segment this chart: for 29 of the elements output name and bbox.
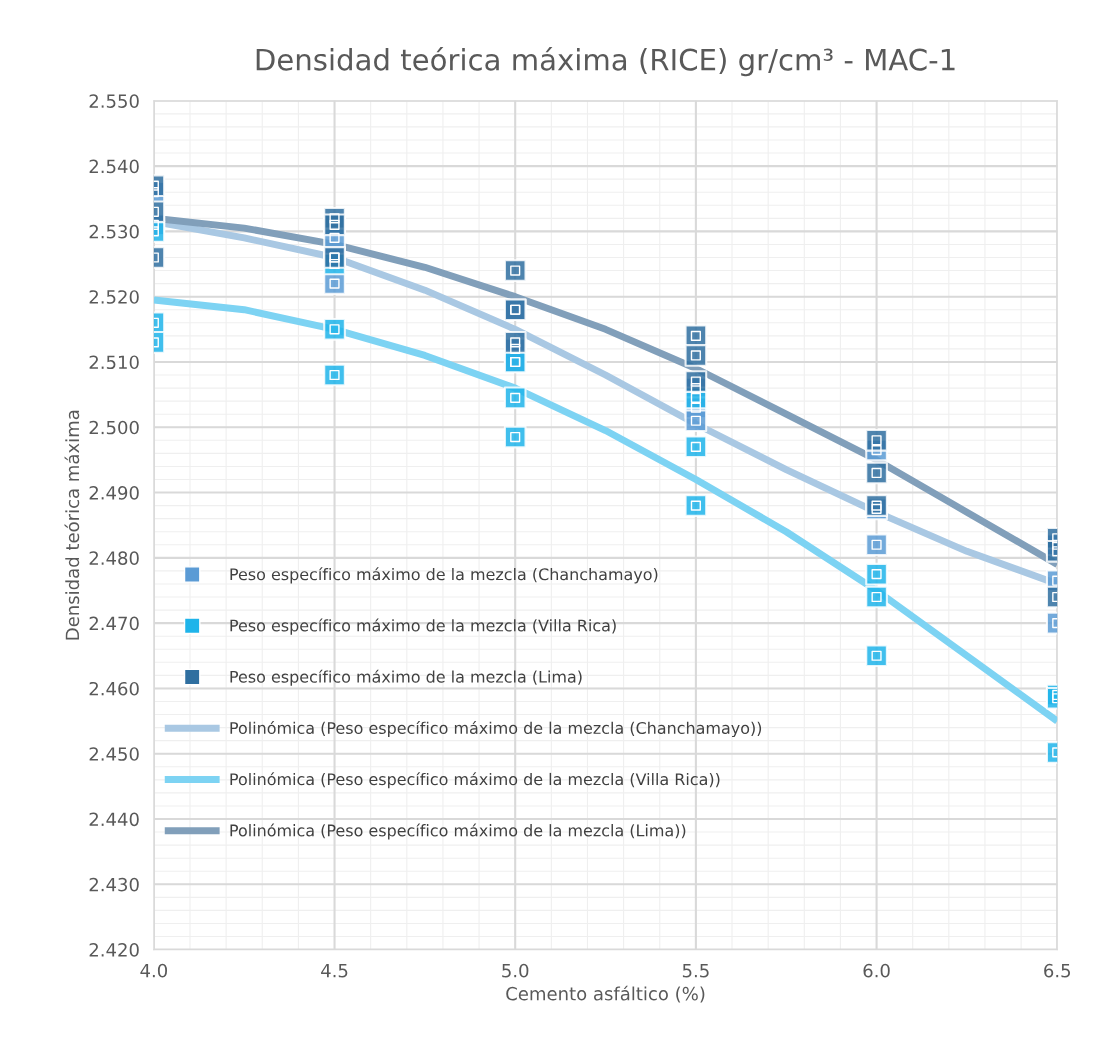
y-tick-label: 2.440 — [89, 812, 139, 827]
x-tick-label: 6.0 — [863, 963, 890, 978]
legend-label: Peso específico máximo de la mezcla (Chanchamayo) — [230, 567, 658, 584]
legend-label: Peso específico máximo de la mezcla (Lima) — [230, 669, 582, 686]
y-tick-label: 2.540 — [89, 159, 139, 174]
legend-label: Polinómica (Peso específico máximo de la mezcla (Chanchamayo)) — [230, 721, 762, 738]
x-tick-label: 6.5 — [1044, 963, 1071, 978]
y-tick-label: 2.500 — [89, 420, 139, 435]
y-tick-label: 2.420 — [89, 943, 139, 957]
y-tick-label: 2.430 — [89, 877, 139, 892]
x-tick-label: 5.0 — [502, 963, 529, 978]
x-tick-label: 4.5 — [321, 964, 348, 978]
y-tick-label: 2.460 — [89, 681, 139, 696]
y-axis-title: Densidad teórica máxima — [64, 410, 80, 640]
x-tick-label: 5.5 — [682, 964, 709, 978]
x-axis-title: Cemento asfáltico (%) — [506, 985, 705, 1003]
chart-title: Densidad teórica máxima (RICE) gr/cm³ - MAC-1 — [256, 46, 955, 77]
y-tick-label: 2.530 — [89, 224, 139, 239]
y-tick-label: 2.470 — [89, 616, 139, 631]
y-tick-label: 2.490 — [89, 486, 139, 500]
y-tick-label: 2.480 — [89, 551, 139, 565]
legend-label: Polinómica (Peso específico máximo de la mezcla (Villa Rica)) — [230, 772, 720, 789]
y-tick-label: 2.450 — [89, 747, 139, 761]
y-tick-label: 2.510 — [89, 355, 139, 370]
legend-label: Polinómica (Peso específico máximo de la mezcla (Lima)) — [230, 823, 686, 840]
y-tick-label: 2.550 — [89, 94, 139, 108]
x-tick-label: 4.0 — [140, 963, 168, 978]
legend-label: Peso específico máximo de la mezcla (Villa Rica) — [230, 618, 616, 635]
y-tick-label: 2.520 — [89, 290, 139, 304]
